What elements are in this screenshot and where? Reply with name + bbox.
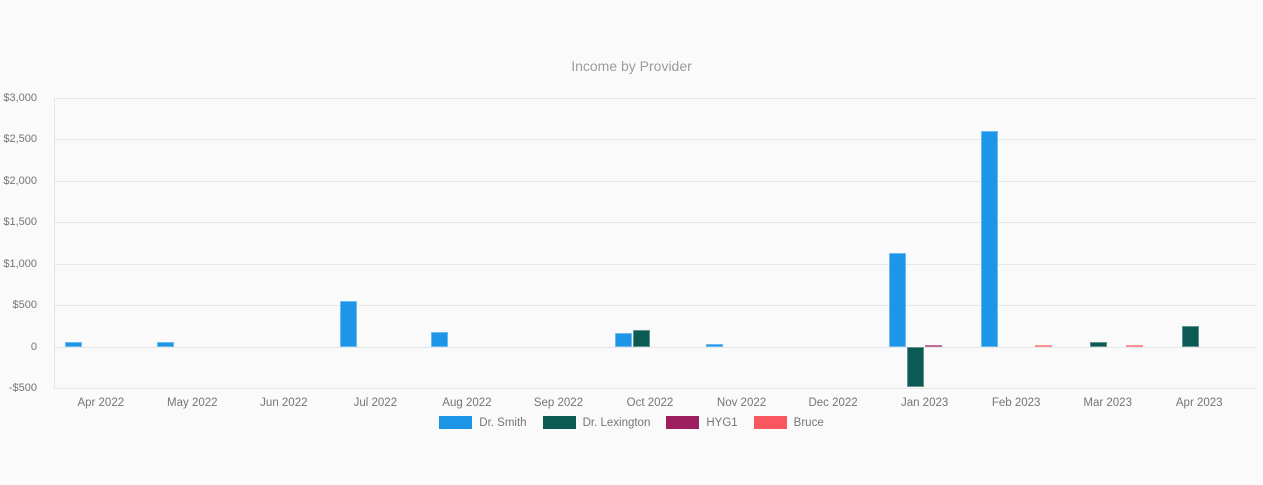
x-axis-tick-label: Dec 2022 <box>808 397 858 409</box>
y-axis-tick-label: $2,000 <box>3 174 37 187</box>
bar-dr-lexington-apr-2023[interactable] <box>1181 326 1199 347</box>
x-axis-tick-label: Apr 2022 <box>77 397 125 409</box>
x-axis-tick-label: Jun 2022 <box>260 397 308 409</box>
legend-item-dr-smith[interactable]: Dr. Smith <box>439 416 527 429</box>
legend-label: Dr. Smith <box>479 416 527 429</box>
bar-hyg1-jan-2023[interactable] <box>925 344 943 347</box>
x-axis-tick-label: Apr 2023 <box>1175 397 1223 409</box>
bar-dr-smith-jan-2023[interactable] <box>889 252 907 347</box>
legend-item-bruce[interactable]: Bruce <box>753 416 824 429</box>
x-axis-tick-label: Feb 2023 <box>991 397 1041 409</box>
y-axis-tick-label: -$500 <box>8 382 37 394</box>
bar-dr-lexington-oct-2022[interactable] <box>632 330 650 347</box>
bar-dr-lexington-mar-2023[interactable] <box>1090 342 1108 347</box>
gridline <box>55 139 1257 141</box>
legend-label: HYG1 <box>706 416 738 429</box>
x-axis-tick-label: Nov 2022 <box>716 397 767 409</box>
gridline <box>55 388 1257 389</box>
y-axis-tick-label: $1,000 <box>3 257 37 270</box>
bar-dr-smith-aug-2022[interactable] <box>431 331 449 347</box>
legend-swatch-icon <box>439 416 473 429</box>
gridline <box>55 263 1257 265</box>
legend: Dr. Smith Dr. Lexington HYG1 Bruce <box>0 416 1263 429</box>
bar-dr-smith-apr-2022[interactable] <box>65 342 83 347</box>
x-axis-tick-label: Aug 2022 <box>442 397 492 409</box>
legend-swatch-icon <box>542 416 576 429</box>
bar-dr-smith-feb-2023[interactable] <box>980 131 998 347</box>
x-axis-tick-label: Mar 2023 <box>1083 397 1132 409</box>
x-axis-tick-label: May 2022 <box>167 397 218 409</box>
bar-dr-smith-may-2022[interactable] <box>156 342 174 347</box>
x-axis-tick-label: Jul 2022 <box>353 397 398 409</box>
y-axis-tick-label: $3,000 <box>3 92 37 104</box>
gridline <box>55 305 1257 307</box>
x-axis-tick-label: Jan 2023 <box>900 397 949 409</box>
chart-title: Income by Provider <box>571 58 692 74</box>
gridline <box>55 98 1257 99</box>
bar-dr-smith-jul-2022[interactable] <box>339 301 357 347</box>
legend-swatch-icon <box>753 416 787 429</box>
legend-label: Dr. Lexington <box>582 416 651 429</box>
y-axis-tick-label: 0 <box>30 340 37 353</box>
y-axis-tick-label: $1,500 <box>3 216 37 229</box>
y-axis-line <box>54 98 55 389</box>
legend-item-dr-lexington[interactable]: Dr. Lexington <box>542 416 651 429</box>
gridline <box>55 346 1257 348</box>
legend-label: Bruce <box>793 416 824 429</box>
bar-dr-lexington-jan-2023[interactable] <box>907 346 925 388</box>
x-axis-tick-label: Oct 2022 <box>626 397 674 409</box>
bar-bruce-feb-2023[interactable] <box>1034 345 1052 347</box>
bar-dr-smith-oct-2022[interactable] <box>614 333 632 347</box>
y-axis-tick-label: $500 <box>12 299 37 312</box>
bar-bruce-mar-2023[interactable] <box>1126 345 1144 347</box>
plot-area: $3,000 $2,500 $2,000 $1,500 $1,000 $500 0 -$500… <box>3 92 1257 409</box>
y-axis-tick-label: $2,500 <box>3 133 37 146</box>
legend-swatch-icon <box>666 416 700 429</box>
gridline <box>55 180 1257 182</box>
legend-item-hyg1[interactable]: HYG1 <box>666 416 738 429</box>
bar-dr-smith-nov-2022[interactable] <box>706 344 724 347</box>
x-axis-tick-label: Sep 2022 <box>533 397 584 409</box>
gridline <box>55 222 1257 224</box>
